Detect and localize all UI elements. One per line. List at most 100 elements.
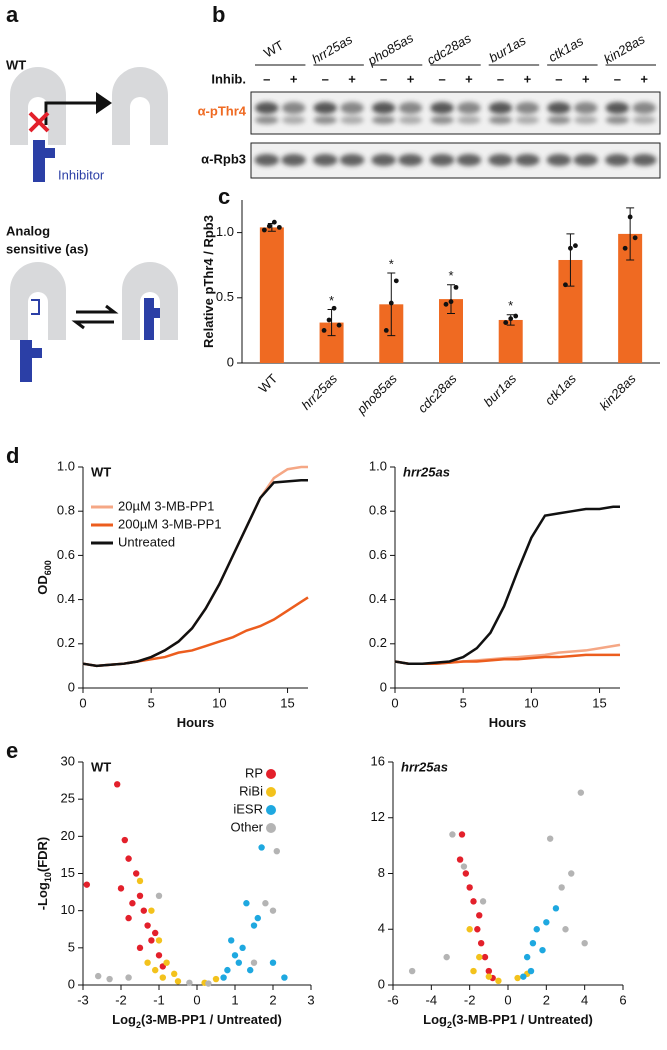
band bbox=[313, 102, 337, 114]
band bbox=[398, 116, 423, 124]
as-kinase-bound bbox=[122, 262, 178, 340]
x-tick-label: 15 bbox=[280, 695, 294, 710]
data-point bbox=[271, 219, 277, 225]
scatter-point bbox=[171, 970, 178, 978]
x-tick-label: 10 bbox=[212, 695, 226, 710]
scatter-point bbox=[163, 959, 170, 966]
band bbox=[488, 116, 513, 124]
scatter-point bbox=[136, 877, 144, 885]
lane-label: – bbox=[322, 71, 329, 86]
bar bbox=[498, 319, 523, 363]
wt-label: WT bbox=[6, 57, 26, 72]
error-bar bbox=[447, 284, 455, 314]
scatter-point bbox=[514, 974, 521, 982]
subscript: 10 bbox=[43, 872, 53, 882]
bar bbox=[259, 227, 284, 363]
scatter-point bbox=[144, 959, 151, 966]
y-tick-label: 16 bbox=[371, 753, 385, 768]
data-point bbox=[627, 214, 633, 220]
data-point bbox=[508, 316, 514, 322]
y-tick-label: 25 bbox=[61, 791, 75, 806]
strain-label: cdc28as bbox=[424, 30, 474, 67]
band bbox=[456, 154, 482, 166]
y-tick-label: 10 bbox=[61, 902, 75, 917]
data-point bbox=[622, 245, 628, 251]
data-point bbox=[276, 224, 282, 230]
equilibrium-arrows bbox=[71, 304, 119, 330]
scatter-point bbox=[273, 848, 280, 855]
x-tick-label: 1 bbox=[231, 992, 238, 1007]
scatter-point bbox=[250, 959, 258, 966]
data-point bbox=[563, 282, 568, 288]
scatter-point bbox=[558, 884, 565, 891]
x-tick-label: -6 bbox=[387, 992, 399, 1007]
label-part: (3-MB-PP1 / Untreated) bbox=[141, 1012, 282, 1027]
scatter-point bbox=[155, 892, 163, 899]
x-tick-label: pho85as bbox=[353, 371, 400, 418]
panel-label: b bbox=[212, 2, 225, 27]
data-point bbox=[326, 317, 332, 323]
panel-b: b Inhib. α-pThr4 α-Rpb3 WT – + hrr25as – + pho… bbox=[198, 2, 661, 179]
axis-label: Hours bbox=[489, 715, 527, 730]
label-part: Hours bbox=[177, 715, 215, 730]
legend-swatch bbox=[266, 805, 276, 815]
y-tick-label: 1.0 bbox=[216, 224, 234, 239]
inhibitor-shape bbox=[33, 140, 55, 182]
band bbox=[515, 154, 540, 166]
band bbox=[281, 102, 306, 114]
band bbox=[398, 154, 423, 166]
band bbox=[371, 116, 396, 124]
x-tick-label: 0 bbox=[391, 695, 398, 710]
scatter-point bbox=[235, 959, 242, 966]
band bbox=[339, 154, 365, 166]
band bbox=[371, 102, 396, 114]
axis-label: Log2(3-MB-PP1 / Untreated) bbox=[112, 1012, 282, 1030]
scatter-point bbox=[474, 926, 481, 933]
scatter-point bbox=[125, 974, 132, 981]
x-tick-label: hrr25as bbox=[298, 371, 340, 413]
x-tick-label: -1 bbox=[153, 992, 165, 1007]
strain-label: hrr25as bbox=[309, 31, 355, 66]
chart-title: hrr25as bbox=[401, 759, 448, 774]
scatter-point bbox=[495, 977, 502, 985]
scatter-point bbox=[117, 885, 125, 892]
x-tick-label: WT bbox=[256, 371, 281, 396]
y-tick-label: 0.8 bbox=[369, 503, 387, 518]
data-point bbox=[503, 320, 509, 325]
axis-label: -Log10(FDR) bbox=[35, 837, 53, 911]
band bbox=[255, 116, 279, 124]
scatter-point bbox=[231, 952, 239, 959]
y-tick-label: 0 bbox=[378, 976, 385, 991]
y-tick-label: 5 bbox=[68, 939, 75, 954]
scatter-point bbox=[281, 974, 288, 981]
scatter-point bbox=[269, 959, 277, 966]
legend-swatch bbox=[266, 769, 276, 779]
blot-box bbox=[250, 142, 661, 179]
antibody-label: α-Rpb3 bbox=[201, 151, 246, 166]
y-tick-label: 0 bbox=[68, 976, 75, 991]
scatter-point bbox=[159, 974, 166, 981]
label-part: (3-MB-PP1 / Untreated) bbox=[452, 1012, 593, 1027]
x-tick-label: kin28as bbox=[596, 371, 639, 414]
y-tick-label: 0.4 bbox=[369, 591, 387, 606]
data-point bbox=[393, 278, 399, 284]
scatter-point bbox=[239, 944, 246, 952]
legend-label: Untreated bbox=[118, 534, 175, 549]
lane-label: – bbox=[614, 71, 621, 86]
y-tick-label: 0.2 bbox=[57, 635, 75, 650]
lane-label: – bbox=[497, 71, 504, 86]
lane-label: – bbox=[380, 71, 387, 86]
band bbox=[254, 154, 280, 166]
band bbox=[605, 102, 630, 114]
label-part: Log bbox=[423, 1012, 447, 1027]
y-tick-label: 1.0 bbox=[57, 458, 75, 473]
scatter-point bbox=[562, 926, 569, 933]
series-line bbox=[82, 596, 309, 668]
subscript: 2 bbox=[447, 1020, 452, 1030]
bound-inhibitor bbox=[144, 298, 160, 340]
lane-label: – bbox=[555, 71, 562, 86]
scatter-point bbox=[527, 967, 535, 975]
scatter-point bbox=[456, 856, 464, 863]
scatter-point bbox=[205, 980, 212, 987]
lane-label: + bbox=[524, 71, 532, 86]
